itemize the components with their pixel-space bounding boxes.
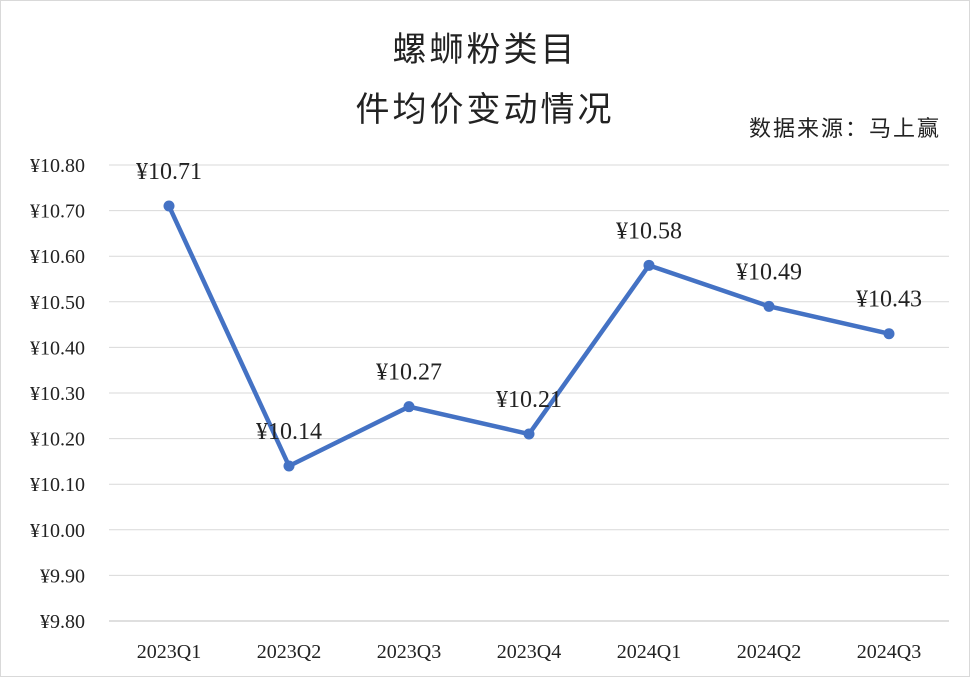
data-point bbox=[763, 300, 775, 312]
x-tick-label: 2023Q1 bbox=[137, 641, 201, 663]
data-point bbox=[163, 200, 175, 212]
x-axis-ticks: 2023Q1 2023Q2 2023Q3 2023Q4 2024Q1 2024Q2 2024… bbox=[137, 641, 921, 663]
x-tick-label: 2023Q3 bbox=[377, 641, 441, 663]
y-tick-label: ¥10.20 bbox=[30, 429, 85, 451]
series-layer bbox=[163, 200, 895, 472]
data-point bbox=[403, 401, 415, 413]
data-label: ¥10.43 bbox=[856, 287, 922, 313]
chart-title-line2: 件均价变动情况 bbox=[356, 90, 615, 130]
y-tick-label: ¥10.30 bbox=[30, 383, 85, 405]
data-point bbox=[883, 328, 895, 340]
y-tick-label: ¥10.00 bbox=[30, 520, 85, 542]
data-labels: ¥10.71 ¥10.14 ¥10.27 ¥10.21 ¥10.58 ¥10.49 ¥10.… bbox=[136, 159, 922, 445]
data-label: ¥10.14 bbox=[256, 419, 322, 445]
y-tick-label: ¥10.40 bbox=[30, 337, 85, 359]
data-label: ¥10.27 bbox=[376, 360, 442, 386]
chart-source: 数据来源：马上赢 bbox=[749, 117, 941, 142]
x-tick-label: 2023Q2 bbox=[257, 641, 321, 663]
y-tick-label: ¥10.10 bbox=[30, 474, 85, 496]
data-label: ¥10.58 bbox=[616, 218, 682, 244]
x-tick-label: 2024Q3 bbox=[857, 641, 921, 663]
data-label: ¥10.21 bbox=[496, 387, 562, 413]
x-tick-label: 2023Q4 bbox=[497, 641, 561, 663]
y-tick-label: ¥10.60 bbox=[30, 246, 85, 268]
data-label: ¥10.49 bbox=[736, 259, 802, 285]
data-point bbox=[643, 259, 655, 271]
gridlines bbox=[109, 164, 949, 622]
y-tick-label: ¥10.50 bbox=[30, 292, 85, 314]
y-axis-ticks: ¥10.80 ¥10.70 ¥10.60 ¥10.50 ¥10.40 ¥10.30 ¥10.… bbox=[30, 155, 85, 633]
data-point bbox=[283, 460, 295, 472]
y-tick-label: ¥9.90 bbox=[40, 565, 85, 587]
y-tick-label: ¥10.80 bbox=[30, 155, 85, 177]
data-label: ¥10.71 bbox=[136, 159, 202, 185]
y-tick-label: ¥9.80 bbox=[40, 611, 85, 633]
data-point bbox=[523, 428, 535, 440]
y-tick-label: ¥10.70 bbox=[30, 201, 85, 223]
x-tick-label: 2024Q2 bbox=[737, 641, 801, 663]
chart-title-line1: 螺蛳粉类目 bbox=[393, 30, 578, 70]
x-tick-label: 2024Q1 bbox=[617, 641, 681, 663]
